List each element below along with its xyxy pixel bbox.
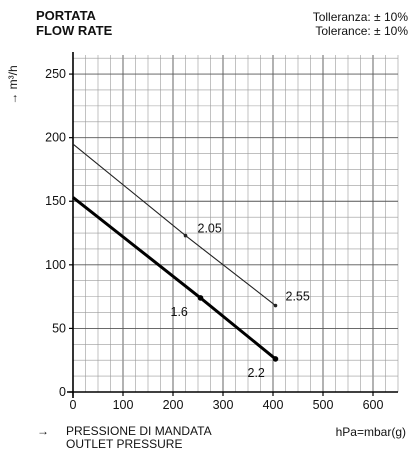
- tolerance-italian: Tolleranza: ± 10%: [312, 10, 408, 24]
- series-point: [183, 233, 188, 238]
- y-tick-label: 200: [45, 131, 66, 145]
- series-point: [272, 356, 279, 362]
- x-tick-label: 200: [163, 398, 184, 412]
- chart-title-italian: PORTATA: [36, 8, 96, 23]
- series-line-bold: [72, 196, 277, 361]
- series-line-thin: [72, 143, 276, 306]
- x-axis-arrow-icon: →: [37, 424, 49, 438]
- x-axis-label-english: OUTLET PRESSURE: [66, 437, 183, 451]
- y-tick-label: 250: [45, 67, 66, 81]
- tolerance-english: Tolerance: ± 10%: [315, 24, 408, 38]
- y-tick-label: 0: [59, 385, 66, 399]
- x-tick-label: 0: [70, 398, 77, 412]
- data-label: 2.2: [248, 366, 265, 380]
- x-axis-label-italian: PRESSIONE DI MANDATA: [66, 424, 212, 438]
- series-point: [273, 303, 278, 308]
- y-tick-label: 100: [45, 258, 66, 272]
- x-tick-label: 300: [213, 398, 234, 412]
- data-label: 2.55: [286, 290, 310, 304]
- y-tick-label: 150: [45, 194, 66, 208]
- x-tick-label: 400: [263, 398, 284, 412]
- series-point: [197, 295, 204, 301]
- x-tick-label: 600: [363, 398, 384, 412]
- x-tick-label: 500: [313, 398, 334, 412]
- data-label: 2.05: [198, 222, 222, 236]
- chart-title-english: FLOW RATE: [36, 23, 113, 38]
- x-axis-unit: hPa=mbar(g): [335, 425, 406, 439]
- x-tick-label: 100: [113, 398, 134, 412]
- data-label: 1.6: [171, 305, 188, 319]
- y-tick-label: 50: [52, 321, 66, 335]
